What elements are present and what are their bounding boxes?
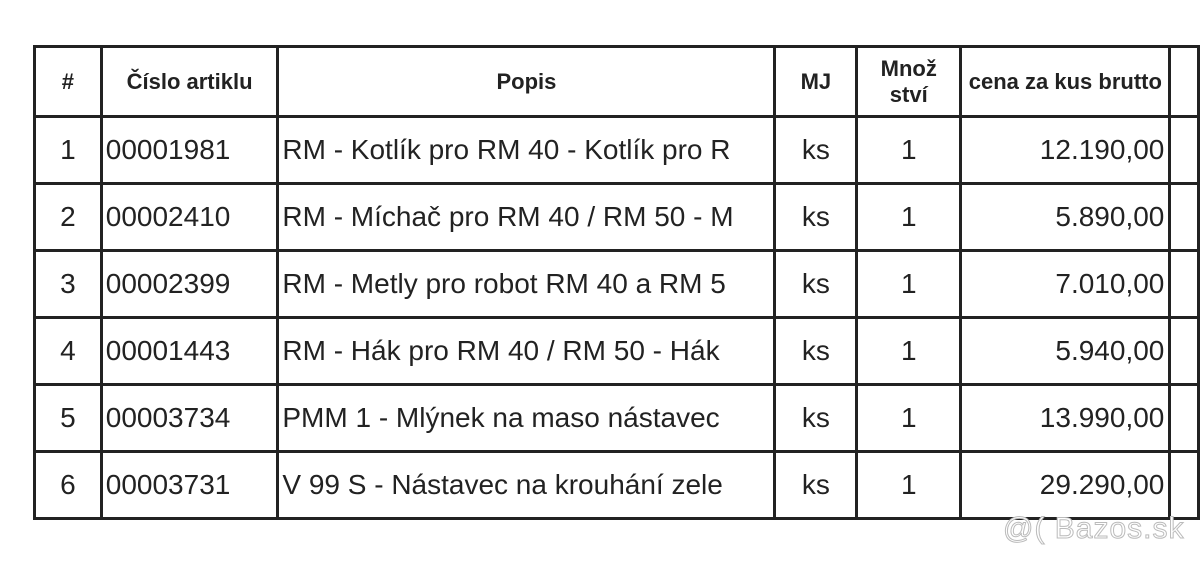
cell-unit: ks [773,383,859,453]
cell-article-number: 00003734 [99,383,280,453]
header-article-number: Číslo artiklu [99,45,280,118]
cell-row-number: 5 [33,383,103,453]
cell-row-number: 1 [33,115,103,185]
cell-clipped [1168,182,1200,252]
header-unit: MJ [773,45,859,118]
header-description: Popis [276,45,777,118]
cell-unit: ks [773,115,859,185]
watermark-logo: @( Bazos.sk [1003,512,1185,546]
cell-clipped [1168,316,1200,386]
cell-quantity: 1 [855,249,963,319]
table-row: 3 00002399 RM - Metly pro robot RM 40 a RM… [33,249,1200,319]
cell-quantity: 1 [855,115,963,185]
header-quantity: Množ ství [855,45,963,118]
cell-unit: ks [773,450,859,520]
table-row: 2 00002410 RM - Míchač pro RM 40 / RM 50 -… [33,182,1200,252]
cell-article-number: 00003731 [99,450,280,520]
header-row: # Číslo artiklu Popis MJ Množ ství cena … [33,45,1200,118]
cell-unit: ks [773,249,859,319]
cell-row-number: 2 [33,182,103,252]
cell-quantity: 1 [855,383,963,453]
cell-unit: ks [773,182,859,252]
cell-unit-price: 13.990,00 [959,383,1172,453]
cell-clipped [1168,115,1200,185]
cell-description: RM - Míchač pro RM 40 / RM 50 - M [276,182,777,252]
cell-row-number: 4 [33,316,103,386]
cell-unit: ks [773,316,859,386]
cell-article-number: 00002410 [99,182,280,252]
header-number: # [33,45,103,118]
cell-article-number: 00001981 [99,115,280,185]
cell-clipped [1168,450,1200,520]
cell-article-number: 00002399 [99,249,280,319]
cell-clipped [1168,249,1200,319]
table-row: 5 00003734 PMM 1 - Mlýnek na maso nástavec… [33,383,1200,453]
table-row: 6 00003731 V 99 S - Nástavec na krouhání z… [33,450,1200,520]
cell-quantity: 1 [855,182,963,252]
cell-unit-price: 5.940,00 [959,316,1172,386]
cell-unit-price: 29.290,00 [959,450,1172,520]
cell-row-number: 3 [33,249,103,319]
cell-unit-price: 12.190,00 [959,115,1172,185]
items-table: # Číslo artiklu Popis MJ Množ ství cena … [33,45,1200,520]
header-clipped-column [1168,45,1200,118]
cell-row-number: 6 [33,450,103,520]
cell-article-number: 00001443 [99,316,280,386]
cell-unit-price: 5.890,00 [959,182,1172,252]
cell-description: PMM 1 - Mlýnek na maso nástavec [276,383,777,453]
table-row: 1 00001981 RM - Kotlík pro RM 40 - Kotlík … [33,115,1200,185]
cell-description: V 99 S - Nástavec na krouhání zele [276,450,777,520]
cell-unit-price: 7.010,00 [959,249,1172,319]
cell-description: RM - Metly pro robot RM 40 a RM 5 [276,249,777,319]
cell-quantity: 1 [855,316,963,386]
cell-clipped [1168,383,1200,453]
header-unit-price: cena za kus brutto [959,45,1172,118]
cell-description: RM - Hák pro RM 40 / RM 50 - Hák [276,316,777,386]
cell-quantity: 1 [855,450,963,520]
cell-description: RM - Kotlík pro RM 40 - Kotlík pro R [276,115,777,185]
table-row: 4 00001443 RM - Hák pro RM 40 / RM 50 - Há… [33,316,1200,386]
